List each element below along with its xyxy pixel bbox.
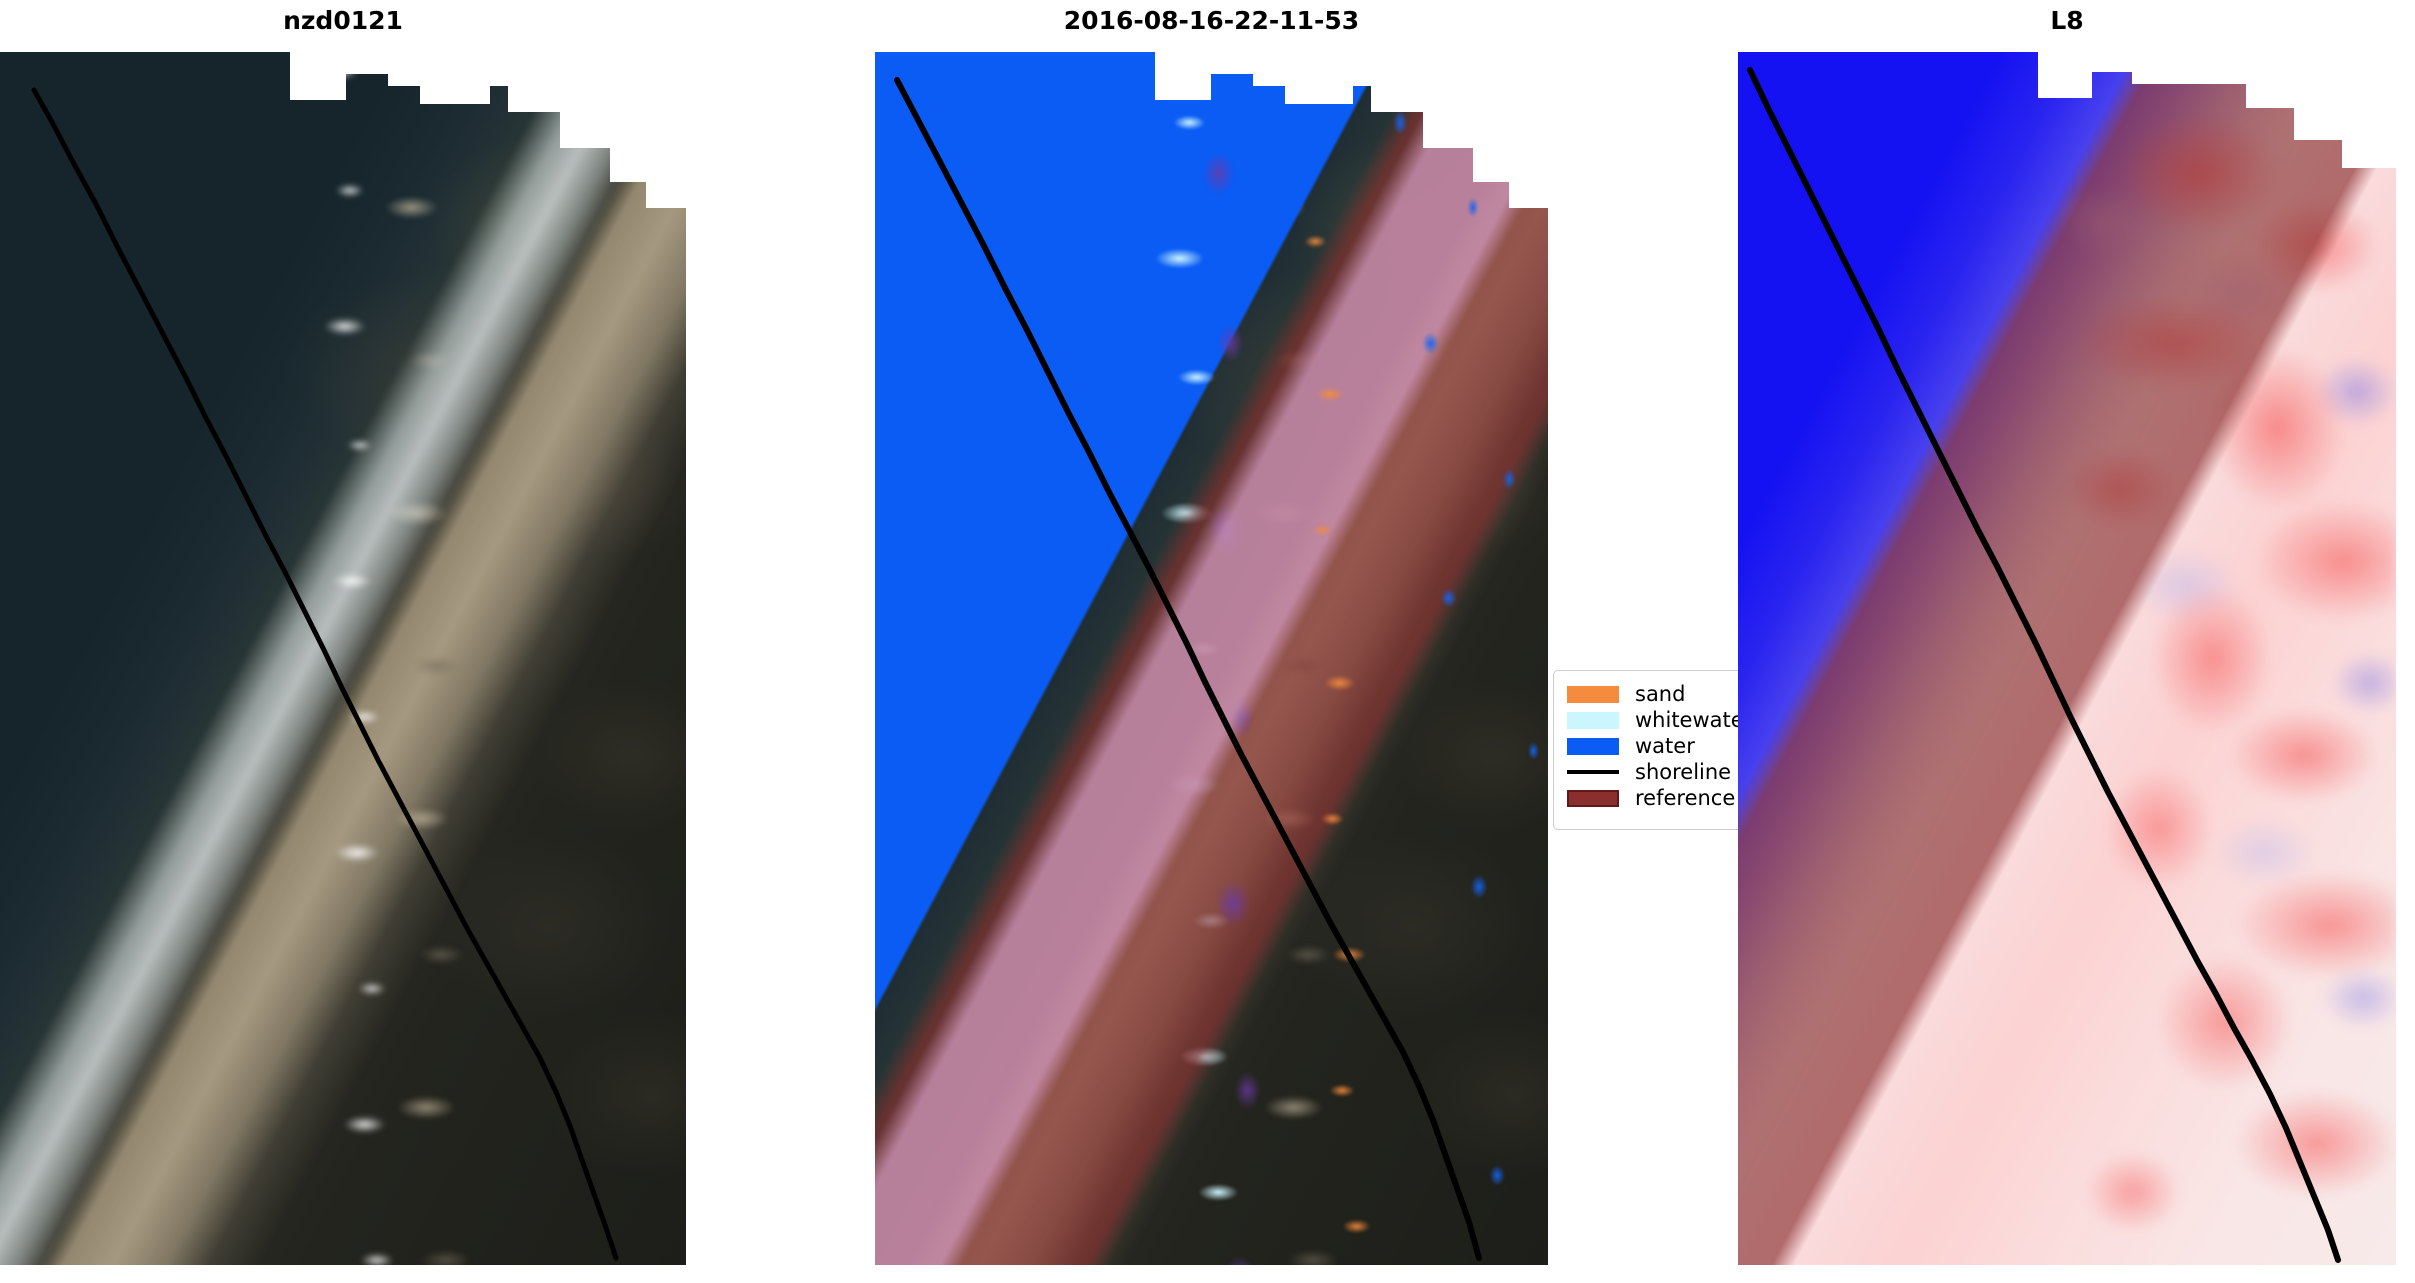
legend-label-whitewater: whitewater [1635,708,1753,732]
nodata-notch [1509,182,1548,208]
surf-foam-patches [0,52,686,1265]
legend-row-water: water [1554,733,1792,759]
legend-row-shoreline: shoreline [1554,759,1792,785]
nodata-notch [2294,108,2396,140]
index-image-canvas [1738,52,2396,1265]
legend-swatch-water-icon [1567,737,1619,755]
nodata-notch [420,86,490,104]
nodata-notch [610,148,686,182]
legend-label-sand: sand [1635,682,1686,706]
nodata-notch [508,52,686,112]
nodata-notch [1285,86,1353,104]
nodata-notch [1211,52,1253,74]
panel-index-image[interactable] [1738,52,2396,1265]
nodata-notch [1155,52,1211,100]
nodata-notch [2038,52,2092,98]
legend-row-sand: sand [1554,681,1792,707]
nodata-notch [1473,148,1548,182]
panel-classified-image[interactable] [875,52,1548,1265]
nodata-notch [388,52,508,86]
panel-title-classified: 2016-08-16-22-11-53 [1063,6,1360,35]
panel-title-rgb: nzd0121 [283,6,403,35]
reference-shoreline-buffer [1738,52,2396,1265]
legend-swatch-shoreline-icon [1567,770,1619,774]
nodata-notch [1371,52,1548,112]
legend-row-whitewater: whitewater [1554,707,1792,733]
panel-title-index: L8 [2050,6,2084,35]
nodata-notch [2092,52,2132,72]
legend-swatch-whitewater-icon [1567,711,1619,729]
nodata-notch [290,52,346,100]
nodata-notch [2342,140,2396,168]
nodata-notch [646,182,686,208]
nodata-notch [1253,52,1371,86]
legend-swatch-reference-shoreline-icon [1567,789,1619,807]
rgb-image-canvas [0,52,686,1265]
nodata-notch [560,112,686,148]
nodata-notch [2246,52,2396,108]
legend-label-shoreline: shoreline [1635,760,1732,784]
nodata-notch [1423,112,1548,148]
panel-rgb-image[interactable] [0,52,686,1265]
nodata-notch [346,52,388,74]
nodata-notch [2132,52,2246,84]
inland-water-class-overlay [875,52,1548,1265]
legend-swatch-sand-icon [1567,685,1619,703]
legend-label-water: water [1635,734,1695,758]
classified-image-canvas [875,52,1548,1265]
